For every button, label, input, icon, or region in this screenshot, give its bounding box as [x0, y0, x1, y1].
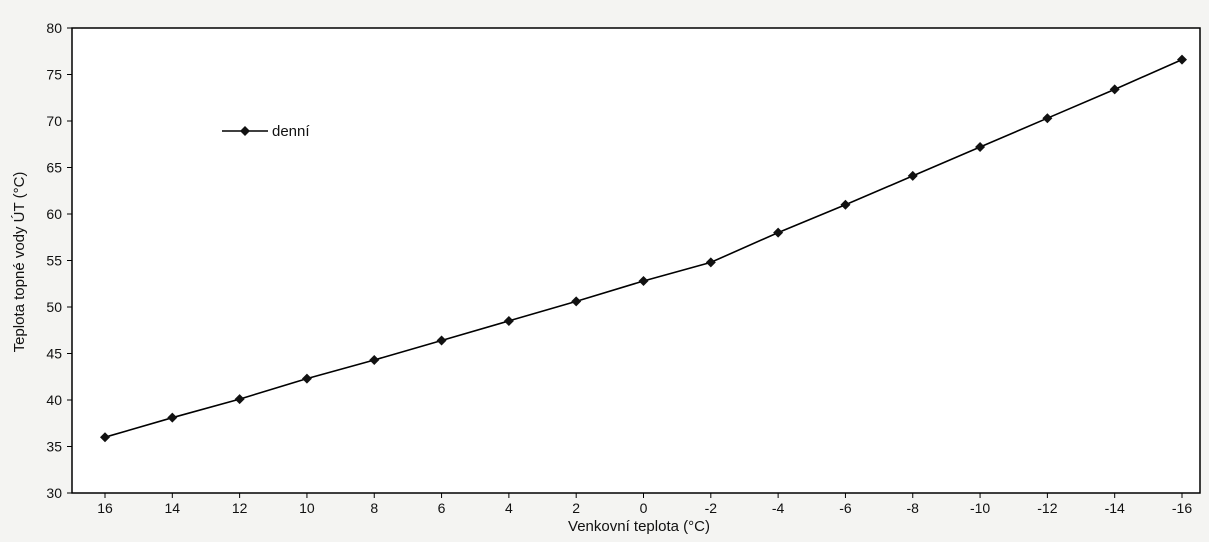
x-tick-label: -12: [1037, 500, 1057, 516]
data-point: [975, 142, 986, 153]
y-tick-label: 60: [46, 206, 62, 222]
y-tick-label: 75: [46, 67, 62, 83]
data-point: [436, 335, 447, 346]
x-tick-label: 0: [640, 500, 648, 516]
data-point: [369, 355, 380, 366]
legend-label: denní: [272, 123, 310, 140]
data-point: [638, 275, 649, 286]
legend-marker: [240, 126, 250, 136]
y-tick-label: 40: [46, 392, 62, 408]
x-tick-label: -14: [1105, 500, 1125, 516]
x-tick-label: -16: [1172, 500, 1192, 516]
data-point: [503, 315, 514, 326]
x-tick-label: -2: [705, 500, 718, 516]
x-tick-label: 8: [370, 500, 378, 516]
y-tick-label: 35: [46, 439, 62, 455]
data-point: [773, 227, 784, 238]
data-point: [234, 394, 245, 405]
plot-area: [71, 27, 1201, 494]
y-tick-label: 55: [46, 253, 62, 269]
x-tick-label: 4: [505, 500, 513, 516]
data-point: [1042, 113, 1053, 124]
y-axis: 30 35 40 45 50 55 60 65 70 75 80: [46, 20, 72, 501]
x-tick-label: 14: [165, 500, 181, 516]
x-tick-label: -6: [839, 500, 852, 516]
y-tick-label: 50: [46, 299, 62, 315]
x-tick-label: -4: [772, 500, 785, 516]
data-point: [705, 257, 716, 268]
data-point: [571, 296, 582, 307]
y-tick-label: 70: [46, 113, 62, 129]
data-point: [167, 412, 178, 423]
data-point: [1109, 84, 1120, 95]
series-markers: [100, 54, 1187, 443]
x-tick-label: 2: [572, 500, 580, 516]
y-tick-label: 45: [46, 346, 62, 362]
y-tick-label: 80: [46, 20, 62, 36]
data-point: [907, 170, 918, 181]
data-point: [301, 373, 312, 384]
x-axis-label: Venkovní teplota (°C): [568, 518, 710, 535]
data-point: [840, 199, 851, 210]
y-axis-label: Teplota topné vody ÚT (°C): [11, 172, 28, 353]
x-tick-label: -10: [970, 500, 990, 516]
x-tick-label: -8: [907, 500, 920, 516]
y-tick-label: 30: [46, 485, 62, 501]
data-point: [1177, 54, 1187, 65]
y-tick-label: 65: [46, 160, 62, 176]
legend: denní: [222, 123, 310, 140]
x-tick-label: 10: [299, 500, 315, 516]
x-tick-label: 12: [232, 500, 248, 516]
x-tick-label: 6: [438, 500, 446, 516]
x-axis: 16 14 12 10 8 6 4 2 0 -2 -4 -6 -8 -10 -12 -14 -16: [97, 493, 1192, 516]
x-tick-label: 16: [97, 500, 113, 516]
data-point: [100, 432, 110, 443]
